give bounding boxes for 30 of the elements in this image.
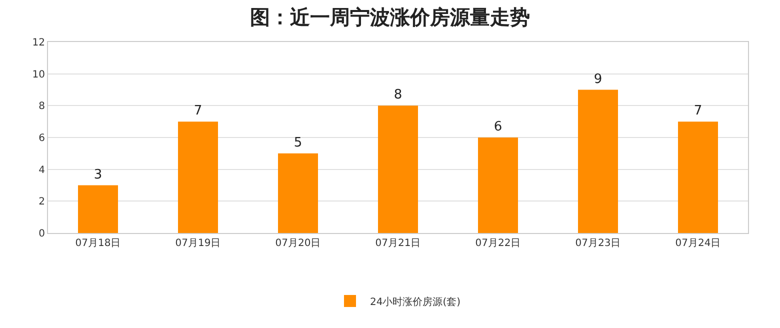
y-tick-label: 4	[38, 164, 45, 176]
x-tick-label: 07月21日	[375, 238, 421, 249]
data-label: 7	[694, 104, 702, 119]
bar	[478, 138, 518, 233]
data-label: 9	[594, 72, 602, 87]
bar	[578, 90, 618, 233]
x-tick-label: 07月23日	[575, 238, 621, 249]
y-tick-label: 6	[38, 133, 45, 144]
chart-title: 图：近一周宁波涨价房源量走势	[250, 4, 530, 29]
data-label: 5	[294, 135, 302, 150]
x-tick-label: 07月19日	[175, 238, 221, 249]
data-label: 3	[94, 167, 102, 182]
data-label: 8	[394, 88, 402, 103]
bar	[78, 185, 118, 233]
y-tick-label: 10	[32, 69, 45, 80]
x-tick-label: 07月22日	[475, 238, 521, 249]
x-tick-label: 07月18日	[75, 238, 121, 249]
y-tick-label: 12	[32, 38, 45, 48]
y-tick-label: 2	[38, 196, 45, 208]
data-label: 7	[194, 104, 202, 119]
bar	[378, 106, 418, 233]
y-tick-label: 8	[38, 101, 45, 112]
bar	[178, 122, 218, 233]
y-tick-label: 0	[38, 228, 45, 240]
bar	[678, 122, 718, 233]
bar	[278, 153, 318, 233]
x-tick-label: 07月20日	[275, 238, 321, 249]
legend-label: 24小时涨价房源(套)	[370, 296, 461, 308]
data-label: 6	[494, 120, 502, 134]
x-tick-label: 07月24日	[675, 238, 721, 249]
